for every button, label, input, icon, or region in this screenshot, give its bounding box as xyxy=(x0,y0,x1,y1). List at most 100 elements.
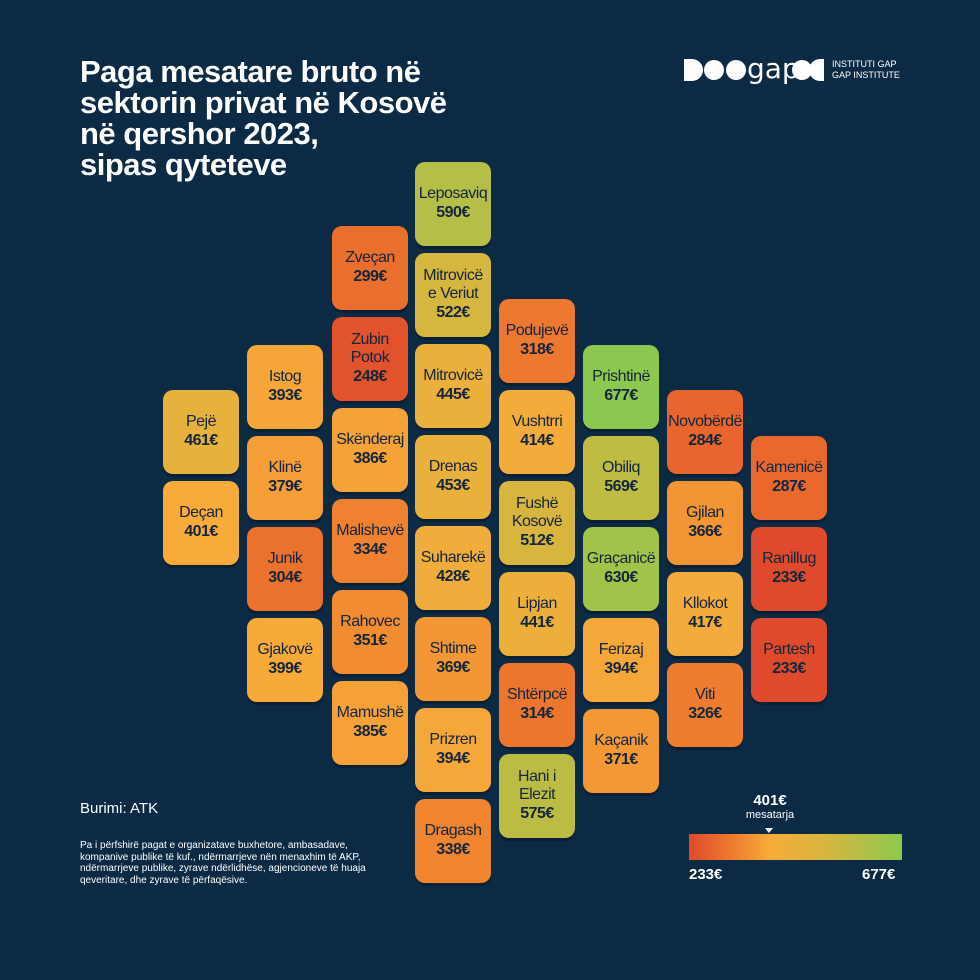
city-wage-value: 334€ xyxy=(353,541,387,558)
logo-wordmark: gap xyxy=(747,56,800,84)
city-name: Viti xyxy=(695,686,715,703)
city-tile: Prishtinë 677€ xyxy=(583,345,659,429)
city-tile: Malishevë 334€ xyxy=(332,499,408,583)
city-name: Ranillug xyxy=(762,550,816,567)
city-tile: Viti 326€ xyxy=(667,663,743,747)
city-name: Kaçanik xyxy=(594,732,648,749)
city-wage-value: 386€ xyxy=(353,450,387,467)
source-label: Burimi: ATK xyxy=(80,800,159,817)
city-name: Kamenicë xyxy=(755,459,823,476)
city-tile: Skënderaj 386€ xyxy=(332,408,408,492)
city-name: Fushë xyxy=(516,495,558,512)
city-tile: Deçan 401€ xyxy=(163,481,239,565)
city-name: Kosovë xyxy=(511,513,563,530)
city-tile: Drenas 453€ xyxy=(415,435,491,519)
city-name: Kllokot xyxy=(682,595,728,612)
city-name: e Veriut xyxy=(427,285,479,302)
city-tile: Hani i Elezit 575€ xyxy=(499,754,575,838)
city-tile: Novobërdë 284€ xyxy=(667,390,743,474)
city-name: Prishtinë xyxy=(592,368,650,385)
city-name: Pejë xyxy=(185,413,217,430)
city-wage-value: 351€ xyxy=(353,632,387,649)
city-wage-value: 569€ xyxy=(604,478,638,495)
city-tile: Rahovec 351€ xyxy=(332,590,408,674)
title-line: Paga mesatare bruto në xyxy=(80,54,421,89)
city-wage-value: 314€ xyxy=(520,705,554,722)
city-tile: Ranillug 233€ xyxy=(751,527,827,611)
city-name: Klinë xyxy=(268,459,302,476)
city-wage-value: 461€ xyxy=(184,432,218,449)
city-wage-value: 453€ xyxy=(436,477,470,494)
city-tile: Graçanicë 630€ xyxy=(583,527,659,611)
city-wage-value: 379€ xyxy=(268,478,302,495)
city-wage-value: 630€ xyxy=(604,569,638,586)
city-tile: Podujevë 318€ xyxy=(499,299,575,383)
city-wage-value: 284€ xyxy=(688,432,722,449)
city-name: Prizren xyxy=(429,731,477,748)
legend-min-label: 233€ xyxy=(689,866,723,883)
city-name: Ferizaj xyxy=(598,641,644,658)
city-tile: Prizren 394€ xyxy=(415,708,491,792)
city-wage-value: 414€ xyxy=(520,432,554,449)
city-wage-value: 394€ xyxy=(436,750,470,767)
city-name: Obiliq xyxy=(602,459,640,476)
city-tile: Gjilan 366€ xyxy=(667,481,743,565)
city-tile: Kllokot 417€ xyxy=(667,572,743,656)
city-wage-value: 394€ xyxy=(604,660,638,677)
city-wage-value: 590€ xyxy=(436,204,470,221)
city-wage-value: 318€ xyxy=(520,341,554,358)
legend-average: 401€ mesatarja xyxy=(740,792,800,821)
city-name: Novobërdë xyxy=(668,413,742,430)
city-tile: Shtërpcë 314€ xyxy=(499,663,575,747)
city-tile: Lipjan 441€ xyxy=(499,572,575,656)
city-wage-value: 428€ xyxy=(436,568,470,585)
title-line: në qershor 2023, xyxy=(80,116,319,151)
city-wage-value: 366€ xyxy=(688,523,722,540)
city-name: Shtime xyxy=(429,640,477,657)
city-wage-value: 417€ xyxy=(688,614,722,631)
city-name: Partesh xyxy=(763,641,815,658)
city-wage-value: 371€ xyxy=(604,751,638,768)
city-tile: Gjakovë 399€ xyxy=(247,618,323,702)
gap-institute-logo: gap INSTITUTI GAP GAP INSTITUTE xyxy=(684,56,900,84)
city-tile: Ferizaj 394€ xyxy=(583,618,659,702)
city-tile: Kaçanik 371€ xyxy=(583,709,659,793)
city-name: Mamushë xyxy=(336,704,404,721)
city-wage-value: 385€ xyxy=(353,723,387,740)
city-wage-value: 369€ xyxy=(436,659,470,676)
city-name: Dragash xyxy=(424,822,482,839)
city-tile: Klinë 379€ xyxy=(247,436,323,520)
logo-line: GAP INSTITUTE xyxy=(832,70,900,80)
city-tile: Kamenicë 287€ xyxy=(751,436,827,520)
city-name: Zveçan xyxy=(345,249,395,266)
city-wage-value: 512€ xyxy=(520,532,554,549)
legend-gradient-bar xyxy=(689,834,902,860)
city-wage-value: 393€ xyxy=(268,387,302,404)
average-marker-icon xyxy=(765,828,773,833)
city-wage-value: 326€ xyxy=(688,705,722,722)
city-wage-value: 677€ xyxy=(604,387,638,404)
city-tile: Obiliq 569€ xyxy=(583,436,659,520)
city-wage-value: 522€ xyxy=(436,304,470,321)
city-wage-value: 233€ xyxy=(772,569,806,586)
city-name: Junik xyxy=(267,550,303,567)
city-tile: Fushë Kosovë 512€ xyxy=(499,481,575,565)
city-name: Lipjan xyxy=(517,595,557,612)
logo-line: INSTITUTI GAP xyxy=(832,59,897,69)
city-name: Mitrovicë xyxy=(423,267,483,284)
city-wage-value: 445€ xyxy=(436,386,470,403)
city-name: Malishevë xyxy=(336,522,404,539)
city-tile: Istog 393€ xyxy=(247,345,323,429)
city-name: Rahovec xyxy=(340,613,400,630)
city-tile: Mitrovicë 445€ xyxy=(415,344,491,428)
city-tile: Pejë 461€ xyxy=(163,390,239,474)
title-line: sipas qyteteve xyxy=(80,147,287,182)
city-name: Deçan xyxy=(179,504,223,521)
city-name: Podujevë xyxy=(505,322,569,339)
city-tile: Leposaviq 590€ xyxy=(415,162,491,246)
city-tile: Shtime 369€ xyxy=(415,617,491,701)
city-wage-value: 299€ xyxy=(353,268,387,285)
legend-max-label: 677€ xyxy=(862,866,896,883)
footnote: Pa i përfshirë pagat e organizatave buxh… xyxy=(80,840,366,886)
page-title: Paga mesatare bruto në sektorin privat n… xyxy=(80,56,520,180)
